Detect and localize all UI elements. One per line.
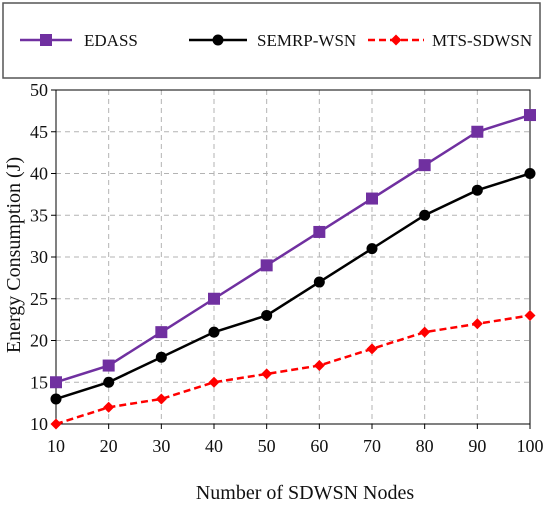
data-point-mts-sdwsn [50,418,62,430]
x-tick-label: 30 [152,436,170,456]
legend-box [2,2,541,79]
y-tick-label: 50 [30,80,48,100]
x-tick-label: 60 [310,436,328,456]
data-point-semrp-wsn [313,276,325,288]
legend-label-mts-sdwsn: MTS-SDWSN [432,31,532,50]
data-point-mts-sdwsn [261,368,273,380]
x-axis-ticks: 10 20 30 40 50 60 70 80 90 100 [47,424,544,456]
data-point-edass [155,326,168,339]
data-point-semrp-wsn [471,184,483,196]
legend: EDASS SEMRP-WSN MTS-SDWSN [20,31,532,50]
data-point-semrp-wsn [50,393,62,405]
data-point-edass [366,192,378,205]
data-point-semrp-wsn [208,326,220,338]
data-point-semrp-wsn [419,209,431,221]
series-line-edass [55,113,531,384]
series-semrp-wsn [50,168,536,405]
y-tick-label: 10 [30,414,48,434]
x-tick-label: 50 [258,436,276,456]
series-mts-sdwsn [50,309,536,430]
data-point-semrp-wsn [524,168,536,179]
y-tick-label: 25 [30,289,48,309]
legend-marker-edass [40,34,52,46]
legend-item-edass: EDASS [20,31,138,50]
y-tick-label: 20 [30,331,48,351]
data-point-mts-sdwsn [208,376,220,388]
data-point-semrp-wsn [103,376,115,388]
data-point-edass [102,359,115,372]
data-point-mts-sdwsn [313,360,325,372]
data-point-edass [50,376,62,389]
y-tick-label: 15 [30,372,48,392]
data-point-semrp-wsn [366,243,378,255]
data-point-mts-sdwsn [103,401,115,413]
legend-item-semrp-wsn: SEMRP-WSN [189,31,356,50]
x-tick-label: 10 [47,436,65,456]
data-point-semrp-wsn [155,351,167,363]
series-line-semrp-wsn [55,172,531,401]
x-tick-label: 90 [468,436,486,456]
data-point-edass [418,159,431,172]
legend-label-semrp-wsn: SEMRP-WSN [257,31,356,50]
legend-label-edass: EDASS [84,31,138,50]
grid [56,89,531,424]
data-point-edass [524,109,536,122]
x-tick-label: 100 [517,436,544,456]
y-axis-label: Energy Consumption (J) [3,157,25,353]
data-point-mts-sdwsn [524,309,536,321]
data-point-mts-sdwsn [471,318,483,330]
y-tick-label: 45 [30,122,48,142]
data-point-edass [313,225,326,238]
data-point-edass [208,292,220,305]
x-axis-label: Number of SDWSN Nodes [196,482,415,504]
x-tick-label: 20 [100,436,118,456]
y-tick-label: 40 [30,164,48,184]
legend-marker-semrp-wsn [212,34,224,46]
legend-marker-mts-sdwsn [390,34,402,46]
y-tick-label: 35 [30,205,48,225]
x-tick-label: 40 [205,436,223,456]
data-point-semrp-wsn [261,309,273,321]
x-tick-label: 70 [363,436,381,456]
series-line-mts-sdwsn [55,314,531,426]
legend-item-mts-sdwsn: MTS-SDWSN [368,31,532,50]
data-point-edass [260,259,273,272]
data-point-mts-sdwsn [419,326,431,338]
series [50,109,536,430]
y-axis-ticks: 10 15 20 25 30 35 40 45 50 [30,80,56,434]
data-point-mts-sdwsn [155,393,167,405]
data-point-edass [471,125,484,138]
series-edass [50,109,536,389]
data-point-mts-sdwsn [366,343,378,355]
y-tick-label: 30 [30,247,48,267]
x-tick-label: 80 [416,436,434,456]
